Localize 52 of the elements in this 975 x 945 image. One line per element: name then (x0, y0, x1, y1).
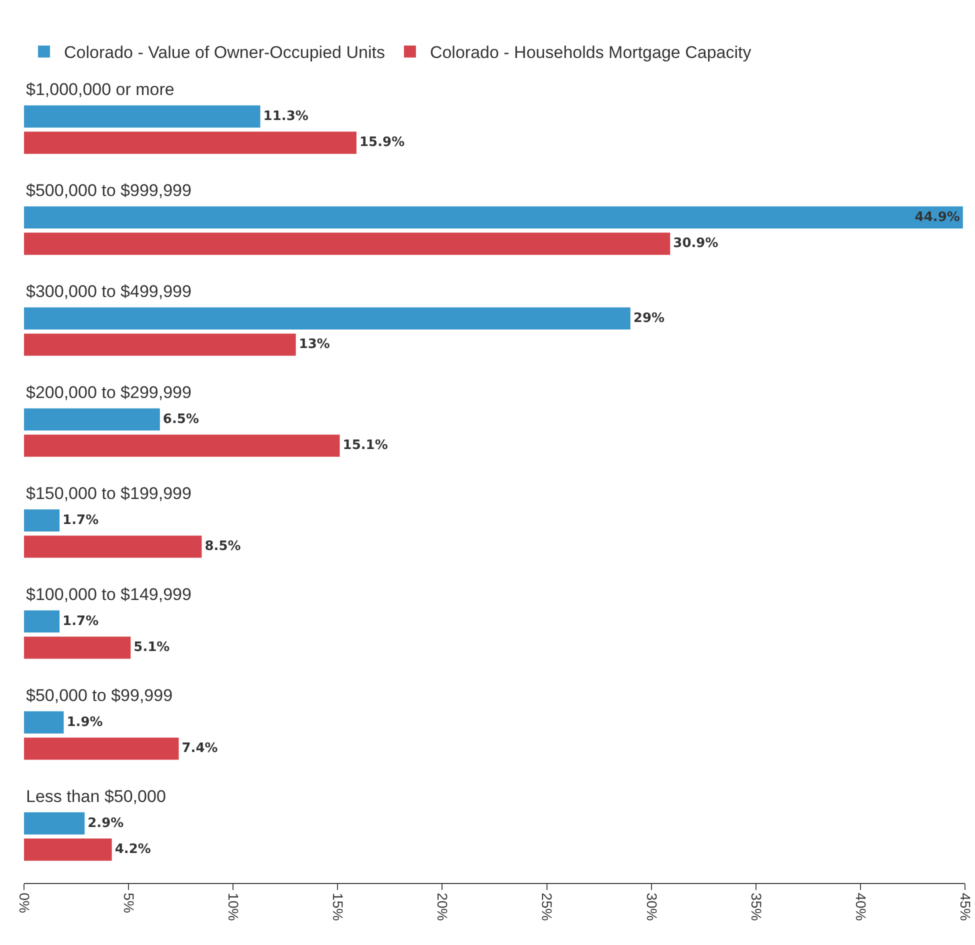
bar (24, 838, 112, 861)
bar (24, 105, 260, 128)
bar (24, 711, 64, 734)
bar (24, 334, 296, 356)
x-tick-label: 10% (226, 892, 242, 921)
data-label: 6.5% (162, 412, 199, 427)
bar (24, 536, 202, 558)
bar (24, 232, 670, 255)
y-tick-label: $200,000 to $299,999 (26, 383, 192, 402)
data-label: 4.2% (114, 842, 151, 858)
legend-label: Colorado - Value of Owner-Occupied Units (64, 43, 385, 62)
y-tick-label: $150,000 to $199,999 (26, 484, 192, 503)
bar (24, 132, 356, 154)
data-label: 15.9% (359, 135, 405, 150)
x-tick-label: 45% (957, 892, 974, 921)
y-tick-label: $50,000 to $99,999 (26, 686, 173, 705)
x-tick-label: 5% (121, 892, 138, 914)
data-label: 29% (633, 310, 665, 326)
bar (24, 434, 340, 457)
data-label: 15.1% (342, 438, 388, 454)
x-tick-label: 25% (539, 892, 556, 921)
data-label: 8.5% (204, 539, 241, 554)
x-tick-label: 35% (748, 892, 764, 921)
data-label: 1.9% (66, 714, 103, 730)
x-tick-label: 30% (644, 892, 660, 921)
bar (24, 408, 160, 431)
data-label: 44.9% (914, 210, 960, 225)
bar (24, 307, 630, 330)
data-label: 30.9% (673, 236, 718, 252)
data-label: 13% (298, 337, 330, 352)
data-label: 1.7% (62, 512, 99, 528)
bar (24, 738, 179, 760)
data-label: 11.3% (263, 108, 308, 124)
y-tick-label: $300,000 to $499,999 (26, 282, 192, 301)
bar (24, 636, 131, 659)
legend-label: Colorado - Households Mortgage Capacity (430, 43, 752, 62)
data-label: 7.4% (182, 741, 218, 756)
data-label: 2.9% (88, 816, 124, 831)
x-tick-label: 15% (330, 892, 346, 921)
y-tick-label: Less than $50,000 (26, 787, 166, 806)
y-tick-label: $1,000,000 or more (26, 80, 174, 99)
data-label: 5.1% (134, 640, 170, 656)
bar (24, 812, 85, 835)
x-tick-label: 40% (852, 892, 869, 921)
x-tick-label: 20% (434, 892, 451, 921)
y-tick-label: $500,000 to $999,999 (26, 181, 192, 200)
bar (24, 509, 60, 532)
data-label: 1.7% (62, 614, 99, 629)
x-tick-label: 0% (16, 892, 32, 914)
y-tick-label: $100,000 to $149,999 (26, 585, 192, 604)
bar (24, 610, 60, 633)
bar (24, 206, 963, 229)
